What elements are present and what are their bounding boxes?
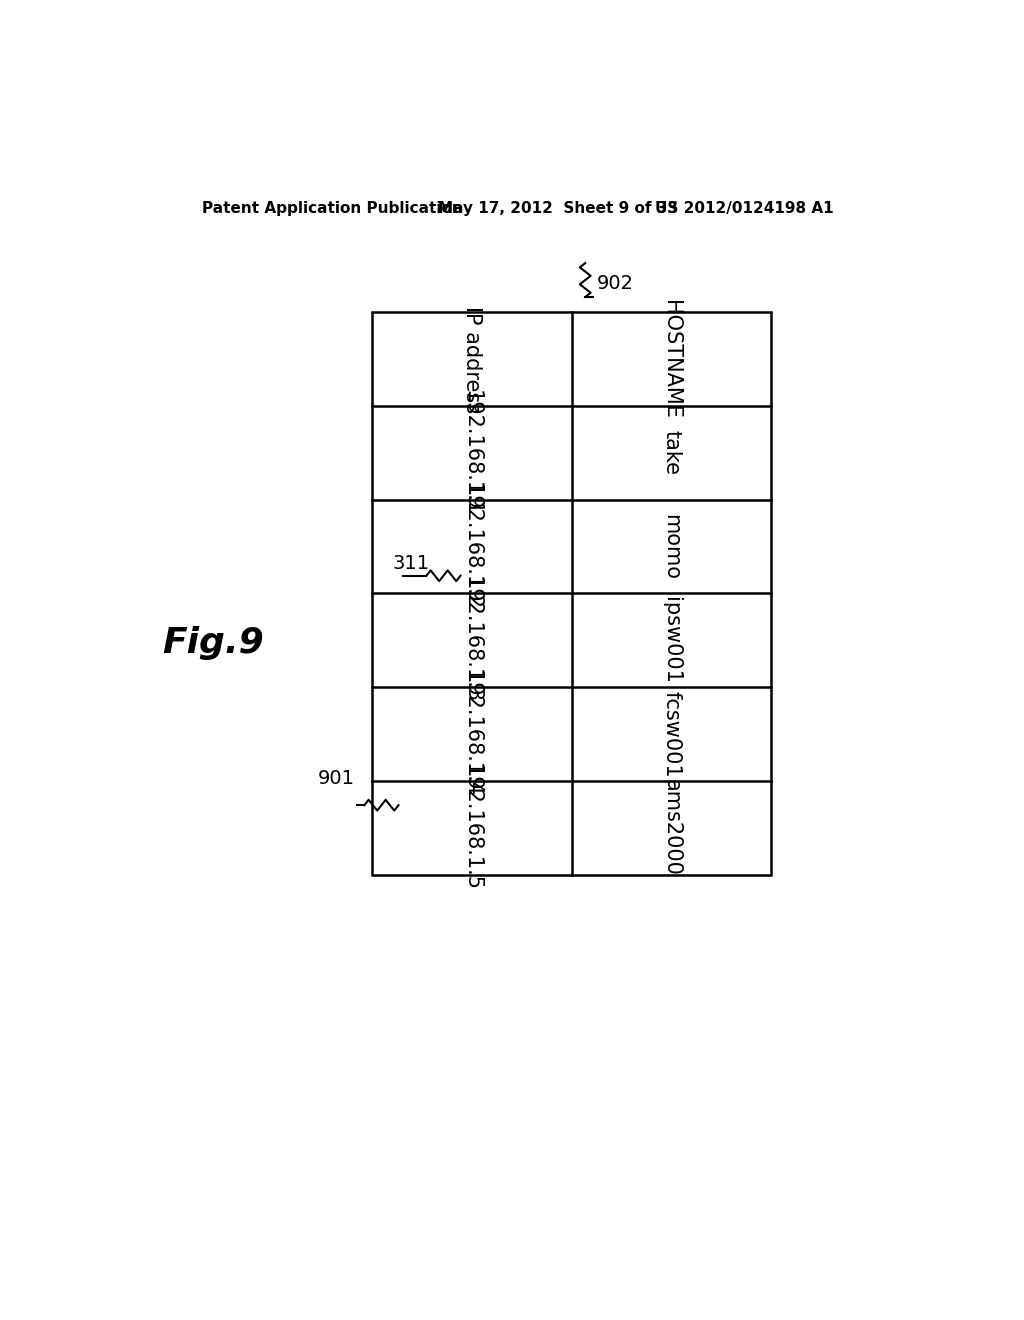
Text: HOSTNAME: HOSTNAME (662, 300, 681, 418)
Text: 192.168.1.3: 192.168.1.3 (462, 577, 482, 704)
Text: fcsw001: fcsw001 (662, 690, 681, 777)
Text: Patent Application Publication: Patent Application Publication (202, 201, 463, 216)
Text: ipsw001: ipsw001 (662, 597, 681, 684)
Text: ams2000: ams2000 (662, 779, 681, 876)
Text: May 17, 2012  Sheet 9 of 33: May 17, 2012 Sheet 9 of 33 (438, 201, 678, 216)
Text: momo: momo (662, 513, 681, 579)
Text: 901: 901 (317, 770, 354, 788)
Bar (372, 313, 771, 875)
Text: take: take (662, 430, 681, 475)
Text: Fig.9: Fig.9 (163, 627, 264, 660)
Text: 192.168.1.4: 192.168.1.4 (462, 671, 482, 797)
Text: 192.168.1.5: 192.168.1.5 (462, 764, 482, 891)
Text: 902: 902 (597, 275, 634, 293)
Text: US 2012/0124198 A1: US 2012/0124198 A1 (655, 201, 834, 216)
Text: 192.168.1.1: 192.168.1.1 (462, 389, 482, 516)
Text: 192.168.1.2: 192.168.1.2 (462, 483, 482, 610)
Text: IP address: IP address (462, 306, 482, 413)
Text: 311: 311 (392, 553, 429, 573)
